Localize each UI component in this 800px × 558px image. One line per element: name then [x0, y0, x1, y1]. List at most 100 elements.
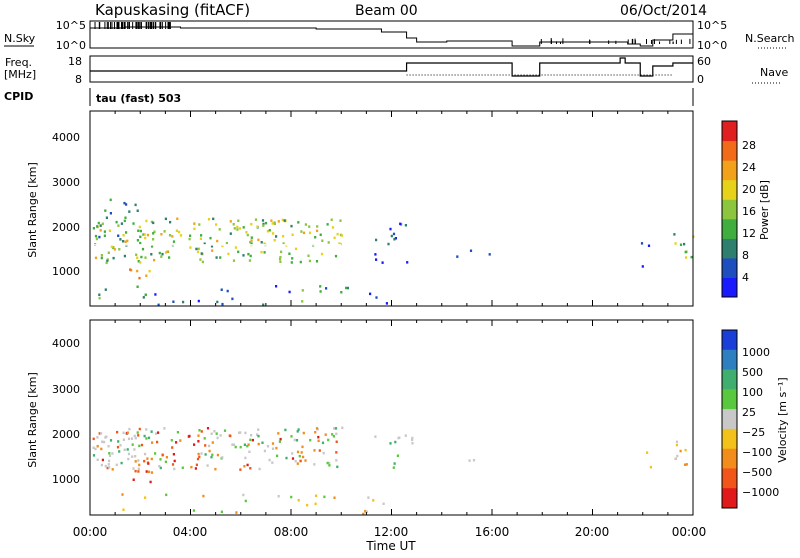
power-cell: [392, 232, 396, 236]
power-cell: [679, 243, 683, 246]
power-cell: [106, 259, 109, 263]
velocity-cell: [300, 451, 303, 454]
power-cell: [291, 233, 294, 236]
power-cell: [375, 296, 378, 299]
velocity-cell: [98, 432, 101, 435]
power-colorbar-segment: [722, 140, 737, 161]
nave-tick-top: 60: [697, 55, 711, 68]
velocity-cell: [679, 449, 682, 453]
power-cell: [278, 257, 282, 261]
velocity-cell: [149, 480, 152, 484]
power-cell: [242, 226, 245, 229]
power-colorbar-segment: [722, 199, 737, 220]
power-cell: [137, 260, 140, 263]
power-cell: [283, 219, 286, 222]
time-tick-3: 12:00: [374, 525, 409, 539]
power-cell: [245, 231, 248, 234]
velocity-cell: [161, 453, 164, 457]
velocity-cell: [299, 459, 302, 463]
velocity-cell: [198, 455, 201, 459]
velocity-cell: [148, 470, 151, 474]
power-cell: [290, 261, 293, 264]
power-cell: [137, 229, 140, 232]
velocity-cell: [179, 439, 182, 442]
power-cell: [124, 240, 127, 243]
velocity-cell: [244, 499, 247, 503]
velocity-cell: [674, 457, 677, 460]
velocity-cell: [290, 495, 293, 499]
power-cell: [144, 236, 147, 240]
power-cell: [237, 219, 240, 222]
power-cell: [105, 261, 108, 265]
velocity-ytick-3000: 3000: [52, 383, 80, 396]
velocity-cell: [242, 493, 245, 497]
power-cell: [308, 225, 311, 228]
velocity-cell: [394, 440, 397, 444]
power-cell: [260, 241, 263, 244]
power-cell: [166, 250, 169, 253]
velocity-cell: [123, 448, 126, 452]
velocity-cell: [328, 461, 331, 465]
power-cell: [103, 234, 106, 237]
power-cell: [197, 247, 200, 251]
power-cell: [216, 300, 219, 304]
power-cell: [108, 229, 111, 232]
time-tick-1: 04:00: [173, 525, 208, 539]
velocity-cell: [204, 444, 207, 447]
velocity-cell: [239, 445, 242, 449]
velocity-cell: [181, 466, 184, 469]
velocity-heatmap: [92, 426, 688, 516]
power-cell: [404, 224, 407, 227]
velocity-cell: [244, 456, 247, 460]
power-cell: [129, 268, 132, 271]
velocity-cell: [326, 461, 329, 465]
velocity-cell: [130, 437, 134, 440]
velocity-cell: [165, 493, 168, 497]
power-cell: [338, 242, 341, 245]
velocity-cell: [333, 496, 336, 499]
time-tick-6: 00:00: [672, 525, 707, 539]
power-cell: [136, 285, 139, 288]
power-cb-tick-16: 16: [742, 205, 756, 218]
velocity-cell: [327, 438, 330, 442]
velocity-cell: [271, 447, 275, 450]
velocity-cell: [208, 449, 211, 453]
velocity-cell: [318, 449, 321, 452]
power-cell: [212, 217, 215, 221]
power-ylabel: Slant Range [km]: [26, 162, 39, 258]
power-colorbar-segment: [722, 238, 737, 259]
power-cell: [161, 252, 164, 256]
power-cell: [319, 290, 322, 293]
velocity-cell: [131, 443, 134, 446]
velocity-cell: [137, 434, 140, 437]
power-cell: [281, 218, 284, 222]
velocity-cell: [116, 445, 120, 449]
velocity-cell: [271, 442, 275, 445]
power-cell: [218, 228, 221, 231]
velocity-cell: [193, 443, 196, 446]
power-cell: [242, 254, 245, 257]
power-cell: [336, 232, 339, 236]
power-cb-tick-12: 12: [742, 227, 756, 240]
power-cell: [249, 240, 252, 244]
power-cell: [123, 254, 126, 258]
power-cell: [229, 220, 232, 223]
time-tick-2: 08:00: [274, 525, 309, 539]
power-cell: [375, 258, 378, 261]
power-cell: [140, 255, 143, 259]
power-cell: [136, 269, 139, 273]
velocity-cell: [157, 431, 160, 434]
power-cell: [163, 230, 166, 233]
nsky-label: N.Sky: [4, 32, 36, 45]
velocity-cell: [171, 463, 175, 466]
power-cell: [275, 235, 278, 238]
velocity-cell: [468, 459, 471, 462]
power-cell: [340, 291, 343, 294]
velocity-cell: [116, 430, 119, 434]
power-cell: [690, 255, 693, 259]
power-heatmap: [92, 198, 695, 307]
power-cell: [399, 222, 402, 226]
power-cell: [112, 256, 115, 260]
velocity-cell: [202, 494, 205, 498]
power-cell: [144, 256, 147, 259]
